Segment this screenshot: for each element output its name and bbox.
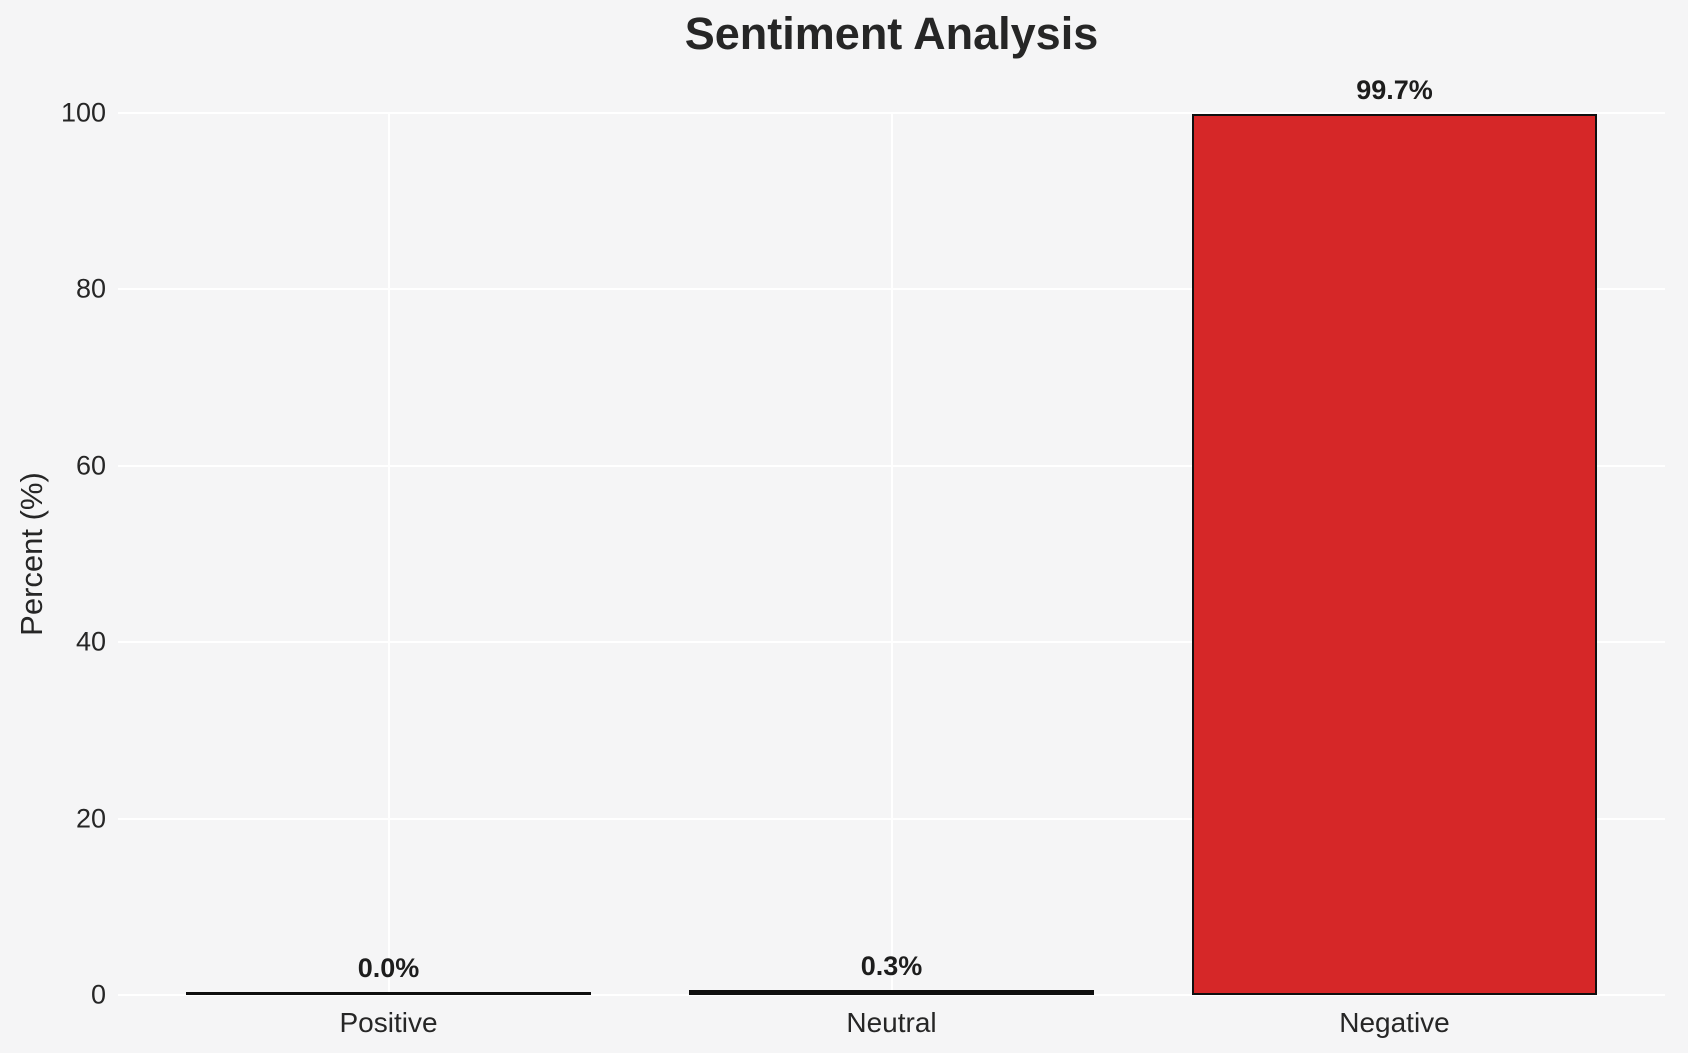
x-tick-label-neutral: Neutral: [846, 1007, 937, 1038]
plot-area: 0.0% 0.3% 99.7%: [118, 75, 1665, 996]
y-tick-label-20: 20: [75, 803, 106, 834]
y-tick-label-80: 80: [75, 273, 106, 304]
x-gridline-neutral: [890, 113, 893, 995]
chart-title: Sentiment Analysis: [684, 8, 1099, 59]
y-tick-label-60: 60: [75, 450, 106, 481]
y-tick-label-100: 100: [60, 97, 106, 128]
x-tick-label-negative: Negative: [1339, 1007, 1450, 1038]
bar-value-label-neutral: 0.3%: [860, 951, 923, 982]
y-tick-label-0: 0: [90, 979, 106, 1010]
bar-positive: [186, 992, 591, 995]
bar-value-label-positive: 0.0%: [357, 953, 420, 983]
x-tick-label-positive: Positive: [339, 1007, 438, 1038]
y-gridline-0: [118, 994, 1665, 996]
y-tick-label-40: 40: [75, 626, 106, 657]
bar-neutral: [689, 990, 1094, 995]
x-gridline-positive: [387, 113, 390, 995]
y-axis-label: Percent (%): [14, 472, 49, 636]
bar-negative: [1192, 113, 1597, 995]
bar-value-label-negative: 99.7%: [1356, 74, 1433, 105]
